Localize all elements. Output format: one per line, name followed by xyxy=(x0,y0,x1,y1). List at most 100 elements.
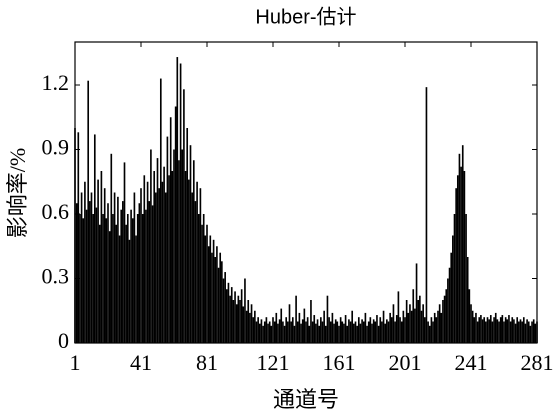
bar xyxy=(348,319,350,343)
bar xyxy=(298,312,301,343)
bar xyxy=(316,319,319,343)
bar xyxy=(166,136,169,343)
bar xyxy=(328,317,330,343)
bar xyxy=(427,321,429,343)
bar xyxy=(496,319,499,343)
bar xyxy=(244,278,246,343)
bar xyxy=(186,128,189,343)
bar xyxy=(336,321,339,343)
bar xyxy=(485,321,487,343)
bar xyxy=(402,310,405,343)
bar xyxy=(349,321,352,343)
bar xyxy=(245,310,248,343)
bar xyxy=(168,175,170,343)
bar xyxy=(460,166,462,343)
bar xyxy=(105,218,108,343)
bar xyxy=(237,295,240,343)
bar xyxy=(97,179,99,343)
bar xyxy=(384,323,387,343)
bar xyxy=(249,312,251,343)
bar xyxy=(321,321,324,343)
bar xyxy=(118,235,121,343)
bar xyxy=(133,192,136,343)
bar xyxy=(305,321,307,343)
bar xyxy=(225,289,228,343)
bar xyxy=(452,235,454,343)
bar xyxy=(447,278,449,343)
bar xyxy=(503,321,505,343)
bar xyxy=(102,214,104,343)
bar xyxy=(163,166,165,343)
bar xyxy=(351,310,354,343)
y-axis-label: 影响率/% xyxy=(5,148,30,238)
bar xyxy=(465,214,467,343)
bar xyxy=(473,317,476,343)
bar xyxy=(222,278,225,343)
bar xyxy=(407,312,410,343)
bar xyxy=(183,89,185,343)
bar xyxy=(356,325,358,343)
bar xyxy=(227,282,230,343)
bar xyxy=(145,209,147,343)
bar xyxy=(90,192,93,343)
bar xyxy=(324,325,327,343)
bar xyxy=(475,312,477,343)
bar xyxy=(273,321,276,343)
bar xyxy=(466,257,469,343)
bar xyxy=(122,201,124,343)
bar xyxy=(438,304,441,343)
x-axis-label: 通道号 xyxy=(273,387,339,412)
bar xyxy=(161,181,164,343)
x-tick-label: 161 xyxy=(323,350,356,375)
bar xyxy=(112,214,114,343)
bar xyxy=(392,304,395,343)
bar xyxy=(526,319,528,343)
bar xyxy=(527,321,530,343)
bar xyxy=(445,289,448,343)
bar xyxy=(346,325,349,343)
bar xyxy=(263,321,266,343)
bar xyxy=(171,171,174,343)
bar xyxy=(311,321,314,343)
bar xyxy=(98,224,101,343)
bar xyxy=(494,312,497,343)
bar xyxy=(326,295,329,343)
bar xyxy=(265,317,268,343)
bar xyxy=(194,201,197,343)
x-tick-label: 1 xyxy=(70,350,81,375)
bar xyxy=(509,321,512,343)
bar xyxy=(181,149,184,343)
bar xyxy=(212,239,215,343)
bar xyxy=(404,317,406,343)
x-tick-label: 281 xyxy=(521,350,554,375)
bar xyxy=(293,325,296,343)
bar xyxy=(95,207,98,343)
bar xyxy=(202,214,205,343)
bar xyxy=(262,325,264,343)
bar xyxy=(150,149,152,343)
bar xyxy=(443,295,446,343)
bar xyxy=(120,209,123,343)
bar xyxy=(92,214,94,343)
bar xyxy=(221,261,223,343)
bar xyxy=(377,325,380,343)
bar xyxy=(329,321,332,343)
bar xyxy=(333,323,335,343)
bar xyxy=(382,310,385,343)
bar xyxy=(164,192,167,343)
bar xyxy=(179,63,182,343)
bar xyxy=(453,214,456,343)
bar xyxy=(268,321,271,343)
bar xyxy=(184,171,187,343)
bar xyxy=(306,317,309,343)
bar xyxy=(169,117,172,343)
bar xyxy=(296,321,299,343)
bar xyxy=(272,317,274,343)
plot-frame xyxy=(74,41,538,344)
bar xyxy=(372,319,375,343)
bar xyxy=(387,321,390,343)
bar xyxy=(455,188,457,343)
bar xyxy=(232,300,235,343)
bar xyxy=(242,306,245,343)
